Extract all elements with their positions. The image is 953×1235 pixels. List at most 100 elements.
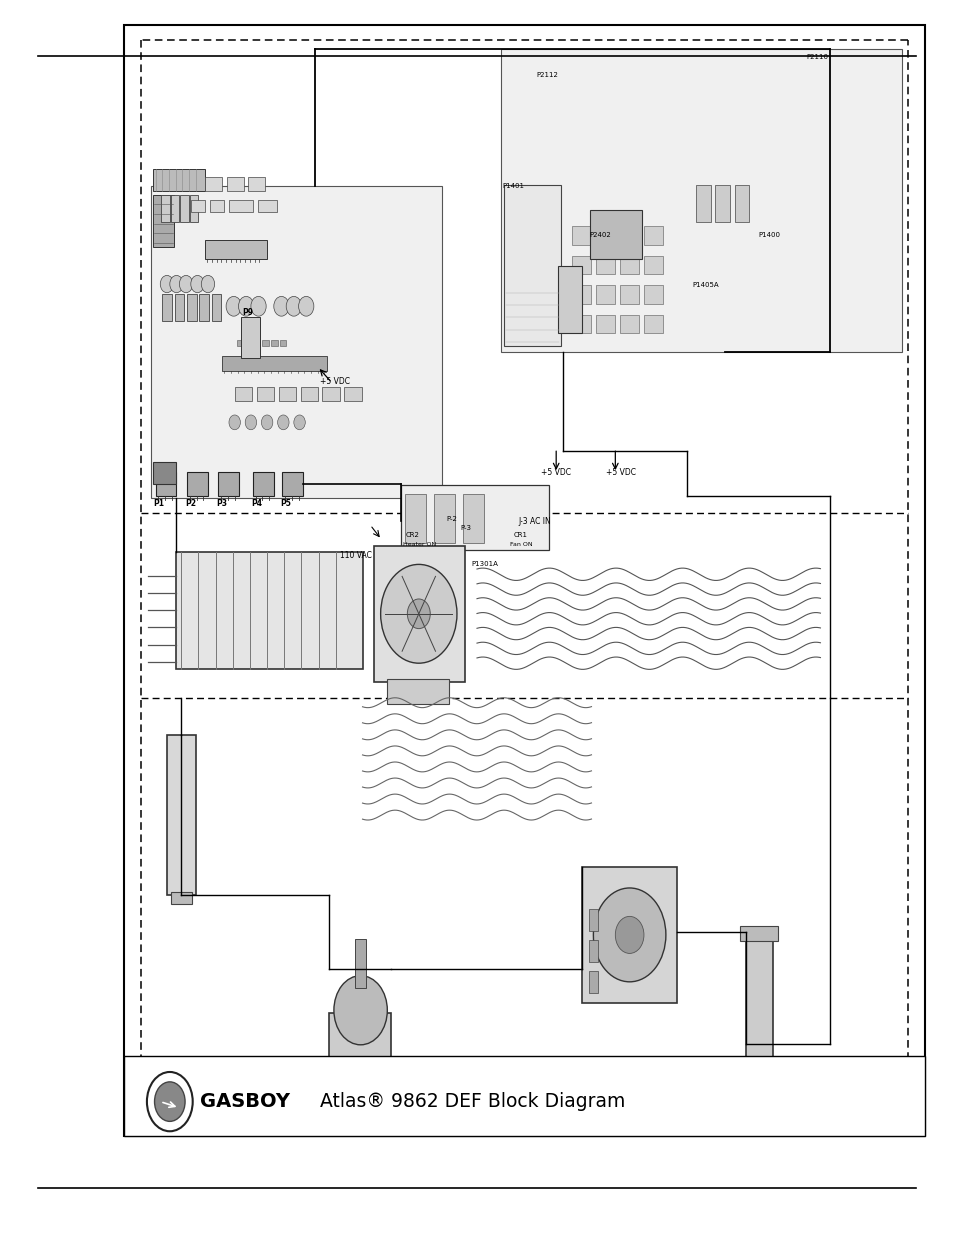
Bar xyxy=(236,340,243,346)
Bar xyxy=(151,186,441,498)
Text: +5 VDC: +5 VDC xyxy=(605,468,635,478)
Circle shape xyxy=(191,275,204,293)
Text: P3: P3 xyxy=(216,499,228,509)
Bar xyxy=(740,926,778,941)
Bar xyxy=(167,735,195,895)
Bar xyxy=(387,679,449,704)
Text: P2: P2 xyxy=(185,499,196,509)
Bar xyxy=(589,210,641,259)
Text: P2110: P2110 xyxy=(805,54,827,61)
Bar xyxy=(124,1056,924,1136)
Text: Heater ON: Heater ON xyxy=(402,542,436,547)
Bar xyxy=(124,25,924,1136)
Bar xyxy=(572,315,591,333)
Text: +5 VDC: +5 VDC xyxy=(540,468,570,478)
Circle shape xyxy=(286,296,301,316)
Circle shape xyxy=(229,415,240,430)
Bar xyxy=(199,294,209,321)
Text: +5 VDC: +5 VDC xyxy=(319,377,349,387)
Bar xyxy=(162,294,172,321)
Bar xyxy=(572,226,591,245)
Bar xyxy=(572,285,591,304)
Circle shape xyxy=(226,296,241,316)
Bar xyxy=(282,472,303,496)
Bar xyxy=(262,340,269,346)
Circle shape xyxy=(407,599,430,629)
Bar xyxy=(234,387,252,401)
Bar xyxy=(596,315,615,333)
Bar xyxy=(176,552,362,669)
Bar xyxy=(434,494,455,543)
Circle shape xyxy=(277,415,289,430)
Bar xyxy=(152,195,173,247)
Bar xyxy=(588,940,598,962)
Text: P1: P1 xyxy=(153,499,165,509)
Circle shape xyxy=(147,1072,193,1131)
Circle shape xyxy=(294,415,305,430)
Bar xyxy=(187,472,208,496)
Circle shape xyxy=(380,564,456,663)
Text: P1405A: P1405A xyxy=(692,282,719,288)
Bar xyxy=(212,294,221,321)
Text: P2402: P2402 xyxy=(589,232,611,238)
Text: Atlas® 9862 DEF Block Diagram: Atlas® 9862 DEF Block Diagram xyxy=(319,1092,624,1112)
Bar xyxy=(558,266,581,333)
Bar xyxy=(588,971,598,993)
Bar xyxy=(161,195,170,222)
Text: GASBOY: GASBOY xyxy=(200,1092,290,1112)
Circle shape xyxy=(170,275,183,293)
Text: P5: P5 xyxy=(280,499,291,509)
Bar xyxy=(400,485,548,550)
Bar xyxy=(218,472,239,496)
Circle shape xyxy=(238,296,253,316)
Bar xyxy=(278,387,295,401)
Bar xyxy=(210,200,224,212)
Bar xyxy=(171,892,192,904)
Bar xyxy=(229,200,253,212)
Bar xyxy=(503,185,560,346)
Circle shape xyxy=(160,275,173,293)
Circle shape xyxy=(615,916,643,953)
Bar xyxy=(300,387,317,401)
Bar xyxy=(596,226,615,245)
Text: J-3 AC IN: J-3 AC IN xyxy=(517,516,550,526)
Bar xyxy=(152,169,205,191)
Bar xyxy=(279,340,286,346)
Bar xyxy=(596,256,615,274)
Text: 110 VAC: 110 VAC xyxy=(339,551,371,561)
Circle shape xyxy=(179,275,193,293)
Bar xyxy=(374,546,464,682)
Bar xyxy=(462,494,483,543)
Bar xyxy=(405,494,426,543)
Bar xyxy=(205,177,222,191)
Bar xyxy=(152,462,176,484)
Bar xyxy=(643,285,662,304)
Circle shape xyxy=(251,296,266,316)
Text: Fan ON: Fan ON xyxy=(510,542,533,547)
Bar xyxy=(222,356,327,370)
Text: P-3: P-3 xyxy=(460,525,472,531)
Bar xyxy=(191,200,205,212)
Text: P1401: P1401 xyxy=(502,183,524,189)
Bar xyxy=(715,185,729,222)
Bar xyxy=(205,240,267,259)
Bar xyxy=(190,195,198,222)
Bar xyxy=(253,340,260,346)
Bar xyxy=(643,226,662,245)
Bar xyxy=(271,340,277,346)
Circle shape xyxy=(298,296,314,316)
Text: P1400: P1400 xyxy=(758,232,780,238)
Bar xyxy=(245,340,252,346)
Circle shape xyxy=(201,275,214,293)
Bar xyxy=(174,294,184,321)
Bar xyxy=(344,387,361,401)
Bar xyxy=(596,285,615,304)
Text: CR1: CR1 xyxy=(513,532,527,538)
Circle shape xyxy=(261,415,273,430)
Circle shape xyxy=(245,415,256,430)
Circle shape xyxy=(334,976,387,1045)
Bar xyxy=(256,387,274,401)
Bar xyxy=(500,49,901,352)
Text: P2112: P2112 xyxy=(536,72,558,78)
Text: CR2: CR2 xyxy=(405,532,419,538)
